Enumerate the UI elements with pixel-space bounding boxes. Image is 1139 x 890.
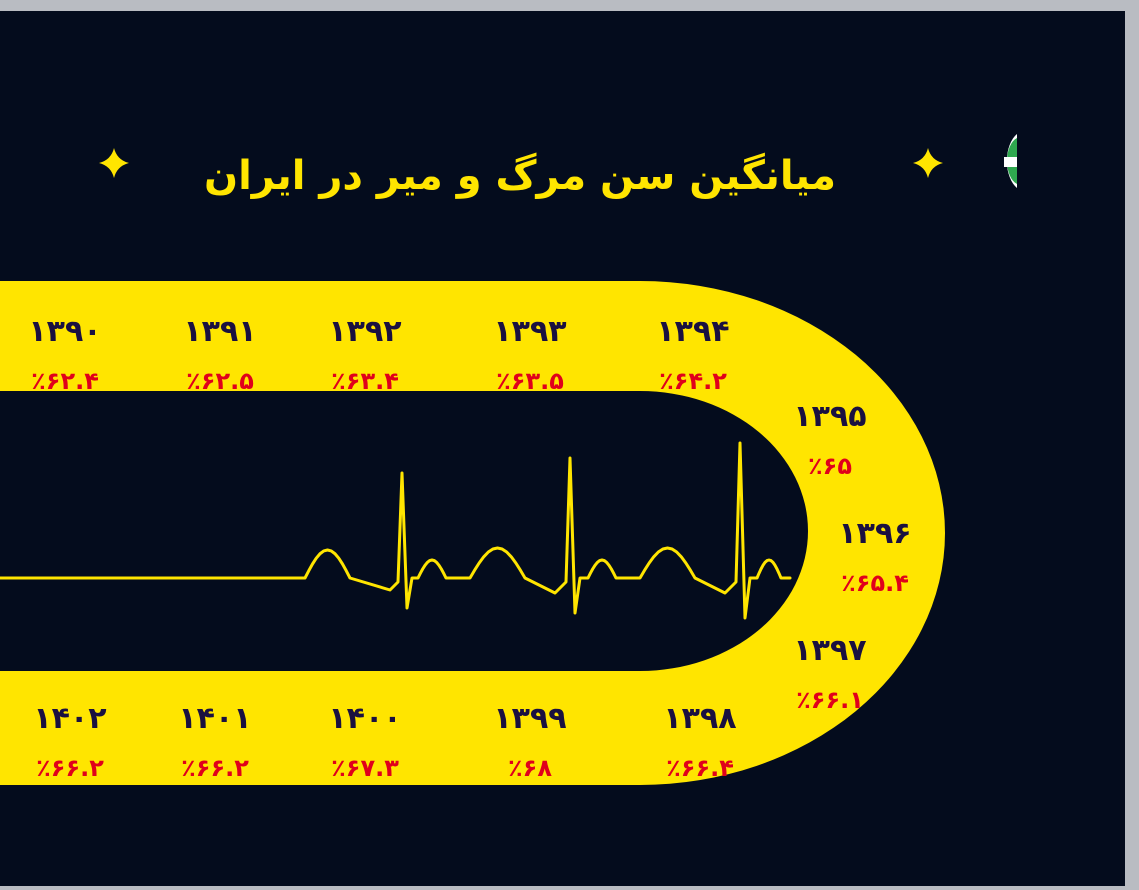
value-label: ٪۶۵.۴ — [841, 569, 909, 597]
value-label: ٪۶۶.۲ — [36, 754, 104, 782]
value-label: ٪۶۸ — [508, 754, 552, 782]
value-label: ٪۶۳.۵ — [496, 367, 564, 395]
year-label: ۱۴۰۲ — [33, 701, 106, 736]
year-label: ۱۳۹۷ — [793, 633, 866, 668]
value-label: ٪۶۲.۵ — [186, 367, 254, 395]
year-label: ۱۴۰۰ — [328, 701, 401, 736]
timeline-labels: ۱۳۹۰ ٪۶۲.۴ ۱۳۹۱ ٪۶۲.۵ ۱۳۹۲ ٪۶۳.۴ ۱۳۹۳ ٪۶۳.۵ ۱۳۹۴… — [28, 314, 911, 782]
sparkle-icon — [99, 148, 129, 178]
value-label: ٪۶۴.۲ — [659, 367, 727, 395]
value-label: ٪۶۳.۴ — [331, 367, 399, 395]
year-label: ۱۳۹۶ — [838, 516, 911, 551]
year-label: ۱۳۹۴ — [656, 314, 729, 349]
page-title: میانگین سن مرگ و میر در ایران — [203, 153, 837, 199]
year-label: ۱۳۹۳ — [493, 314, 566, 349]
year-label: ۱۳۹۱ — [183, 314, 256, 349]
value-label: ٪۶۶.۲ — [181, 754, 249, 782]
heartbeat-line — [0, 441, 792, 620]
value-label: ٪۶۷.۳ — [331, 754, 399, 782]
year-label: ۱۳۹۸ — [663, 701, 736, 736]
sparkle-icon — [913, 148, 943, 178]
year-label: ۱۳۹۹ — [493, 701, 566, 736]
flag-badge-icon — [1004, 126, 1037, 196]
year-label: ۱۳۹۵ — [793, 399, 866, 434]
timeline-chart: ۱۳۹۰ ٪۶۲.۴ ۱۳۹۱ ٪۶۲.۵ ۱۳۹۲ ٪۶۳.۴ ۱۳۹۳ ٪۶۳.۵ ۱۳۹۴… — [0, 126, 1037, 785]
value-label: ٪۶۵ — [808, 452, 852, 480]
year-label: ۱۳۹۲ — [328, 314, 401, 349]
value-label: ٪۶۶.۱ — [796, 686, 864, 714]
value-label: ٪۶۶.۴ — [666, 754, 734, 782]
timeline-track — [0, 281, 945, 785]
value-label: ٪۶۲.۴ — [31, 367, 99, 395]
infographic-canvas: ۱۳۹۰ ٪۶۲.۴ ۱۳۹۱ ٪۶۲.۵ ۱۳۹۲ ٪۶۳.۴ ۱۳۹۳ ٪۶۳.۵ ۱۳۹۴… — [0, 11, 1125, 886]
year-label: ۱۴۰۱ — [178, 701, 251, 736]
year-label: ۱۳۹۰ — [28, 314, 101, 349]
